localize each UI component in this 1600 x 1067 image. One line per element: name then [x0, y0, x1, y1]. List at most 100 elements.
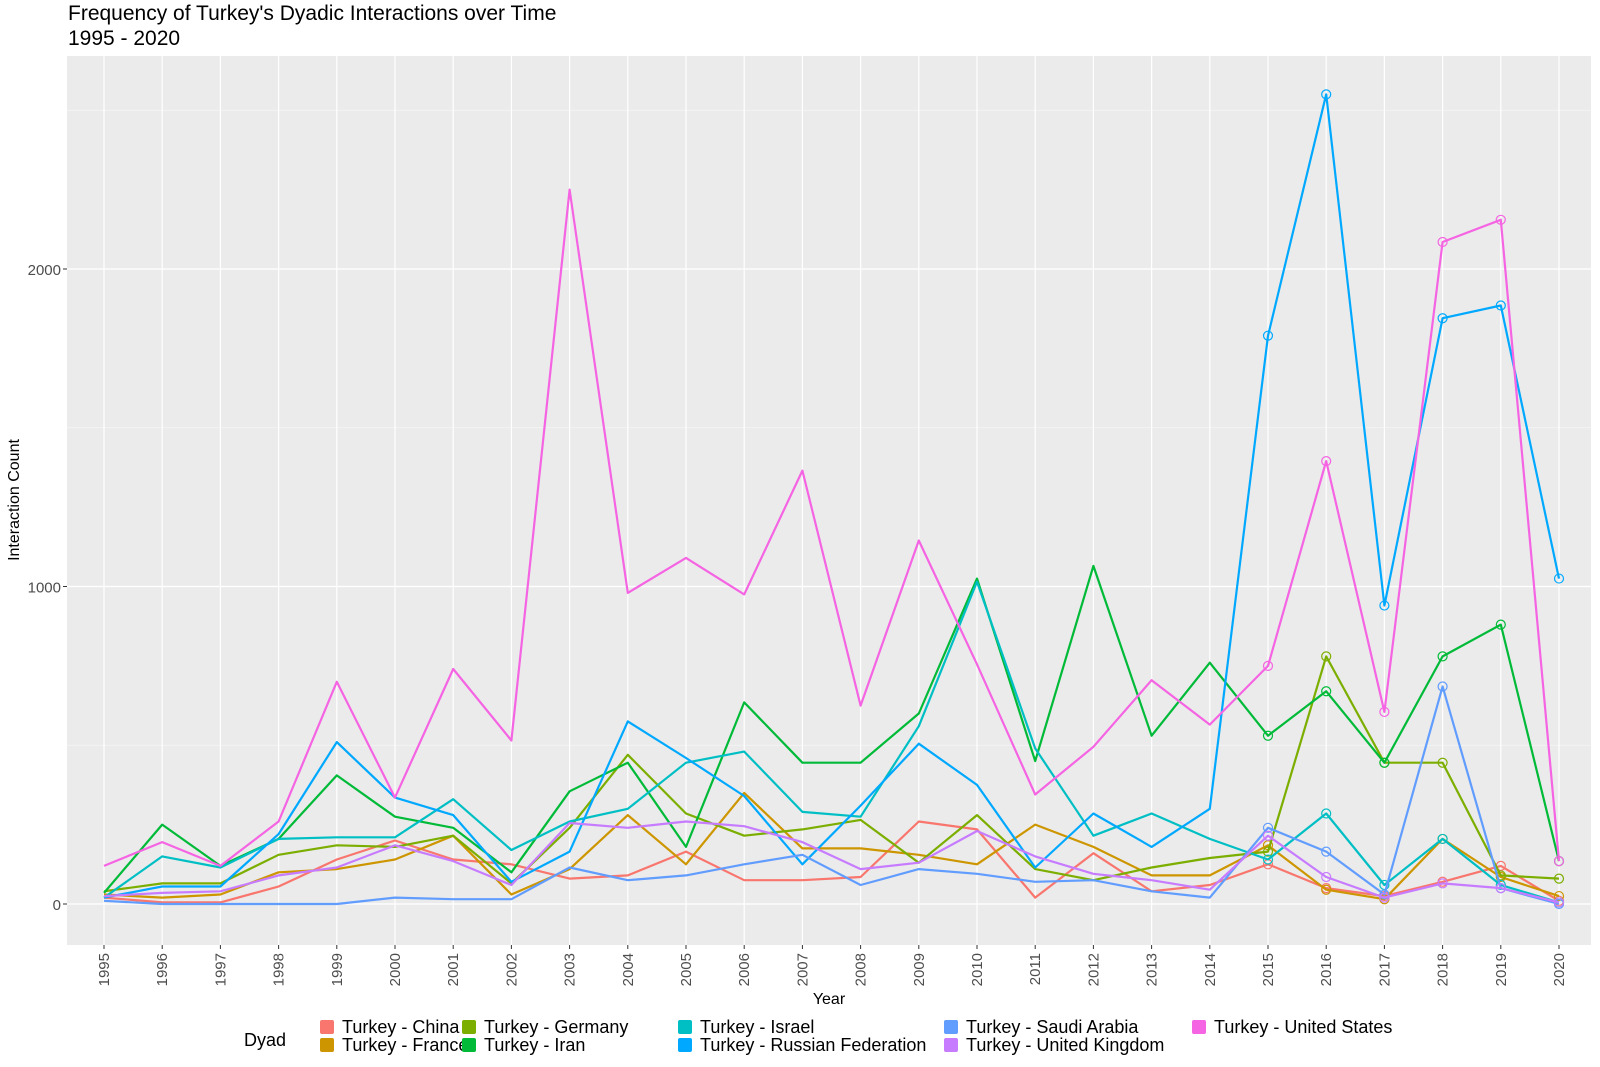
data-point [1321, 686, 1332, 697]
x-tick-label: 2002 [503, 953, 520, 986]
y-axis: 0 1000 2000 [28, 262, 67, 914]
x-tick-label: 2011 [1027, 953, 1044, 985]
data-point [1437, 313, 1448, 324]
x-tick-label: 2019 [1493, 953, 1510, 986]
data-point [1262, 730, 1274, 741]
data-point [1437, 757, 1448, 768]
chart-title: Frequency of Turkey's Dyadic Interaction… [68, 2, 557, 25]
data-point [1321, 871, 1332, 883]
data-point [1553, 897, 1565, 908]
x-tick-label: 2005 [678, 953, 695, 986]
x-tick-label: 2006 [736, 953, 753, 986]
data-point [1495, 619, 1506, 630]
series-line [103, 820, 1560, 904]
legend-key [678, 1038, 692, 1052]
data-point [1379, 600, 1390, 611]
series-line [103, 93, 1561, 899]
x-tick-label: 1998 [271, 953, 288, 986]
series-turkey-united-kingdom [103, 820, 1565, 908]
legend-label: Turkey - United States [1214, 1017, 1393, 1037]
series-turkey-iran [103, 564, 1565, 894]
series-line [103, 655, 1560, 893]
data-point [1379, 706, 1390, 718]
series-line [103, 564, 1561, 894]
y-tick-label: 0 [53, 897, 61, 914]
grid-minor [67, 109, 1591, 746]
x-tick-label: 2020 [1551, 953, 1568, 986]
data-point [1495, 214, 1506, 225]
legend-label: Turkey - France [342, 1035, 469, 1055]
x-tick-label: 1996 [154, 953, 171, 986]
legend-label: Turkey - Israel [700, 1017, 815, 1037]
x-tick-label: 2010 [969, 953, 986, 986]
data-point [1437, 236, 1448, 248]
data-point [1495, 879, 1506, 891]
data-point [1553, 890, 1565, 902]
legend-key [944, 1038, 958, 1052]
data-point [1437, 878, 1448, 889]
x-tick-label: 2008 [853, 953, 870, 986]
data-point [1379, 892, 1390, 903]
chart-subtitle: 1995 - 2020 [68, 27, 181, 50]
x-tick-label: 2013 [1144, 953, 1161, 986]
grid-major [67, 56, 1591, 945]
data-point [1437, 651, 1448, 662]
x-tick-label: 1995 [96, 953, 113, 986]
legend-key [462, 1020, 476, 1034]
series-line [103, 685, 1560, 906]
series-turkey-united-states [103, 188, 1565, 868]
series-line [103, 580, 1560, 904]
data-point [1262, 854, 1274, 865]
data-point [1321, 651, 1332, 662]
series-layer [103, 89, 1565, 910]
data-point [1262, 822, 1274, 833]
legend-key [320, 1020, 334, 1034]
x-tick-label: 2007 [794, 953, 811, 986]
plot-panel [67, 56, 1591, 945]
x-axis: 1995 1996 1997 1998 1999 2000 2001 2002 2003 2004… [96, 945, 1568, 986]
x-tick-label: 2000 [387, 953, 404, 986]
x-tick-label: 2003 [562, 953, 579, 986]
data-point [1262, 330, 1274, 341]
x-tick-label: 2016 [1318, 953, 1335, 986]
legend-key [1192, 1020, 1206, 1034]
data-point [1379, 757, 1390, 768]
x-tick-label: 2015 [1260, 953, 1277, 986]
data-point [1321, 808, 1332, 819]
y-tick-label: 2000 [28, 262, 61, 279]
data-point [1321, 89, 1332, 100]
data-point [1437, 833, 1448, 845]
legend-title: Dyad [244, 1030, 287, 1050]
data-point [1495, 883, 1506, 894]
data-point [1262, 846, 1274, 857]
x-tick-label: 2014 [1202, 953, 1219, 986]
data-point [1262, 660, 1274, 671]
legend-label: Turkey - Iran [484, 1035, 586, 1055]
y-axis-label: Interaction Count [6, 439, 23, 561]
legend-label: Turkey - United Kingdom [966, 1035, 1165, 1055]
data-point [1553, 873, 1565, 884]
data-point [1495, 300, 1506, 311]
legend-key [944, 1020, 958, 1034]
series-turkey-russian-federation [103, 89, 1565, 899]
series-line [103, 820, 1560, 904]
data-point [1262, 830, 1274, 841]
legend-label: Turkey - China [342, 1017, 460, 1037]
data-point [1321, 455, 1332, 467]
x-tick-label: 2012 [1085, 953, 1102, 986]
data-point [1379, 889, 1390, 900]
x-tick-label: 2009 [911, 953, 928, 986]
data-point [1553, 573, 1565, 584]
legend-key [462, 1038, 476, 1052]
x-tick-label: 1999 [329, 953, 346, 986]
data-point [1321, 846, 1332, 857]
y-tick-label: 1000 [28, 580, 61, 597]
legend-label: Turkey - Germany [484, 1017, 629, 1037]
x-axis-label: Year [813, 991, 846, 1008]
x-tick-label: 2004 [620, 953, 637, 986]
series-line [103, 188, 1561, 868]
legend-label: Turkey - Saudi Arabia [966, 1017, 1139, 1037]
legend-key [678, 1020, 692, 1034]
legend-key [320, 1038, 334, 1052]
